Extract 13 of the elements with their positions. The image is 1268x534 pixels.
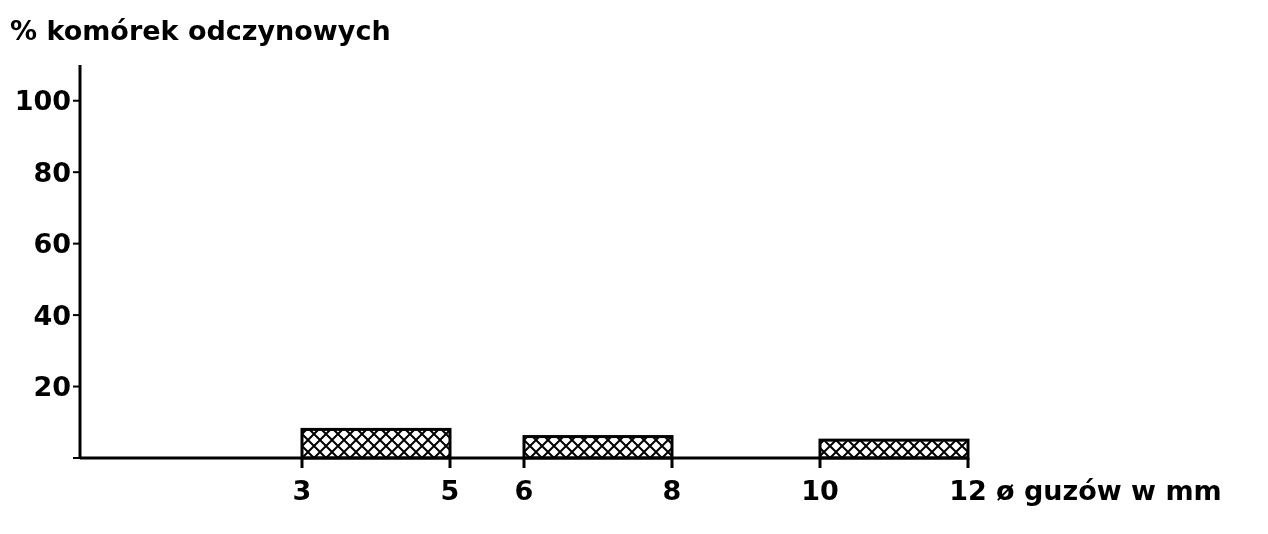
y-tick-label: 20	[33, 371, 71, 402]
x-tick-label: 12	[949, 475, 987, 506]
x-tick-label: 8	[662, 475, 682, 506]
y-tick-label: 100	[14, 85, 71, 117]
x-tick-label: 3	[292, 475, 312, 506]
y-tick-label: 40	[33, 299, 71, 331]
y-tick-label: 80	[33, 156, 71, 188]
x-axis-title: ø guzów w mm	[996, 475, 1222, 506]
y-axis-title: % komórek odczynowych	[10, 15, 391, 46]
x-tick-label: 10	[801, 475, 839, 506]
x-tick-label: 6	[514, 475, 534, 506]
x-tick-label: 5	[440, 475, 460, 506]
y-tick-label: 60	[33, 228, 71, 260]
